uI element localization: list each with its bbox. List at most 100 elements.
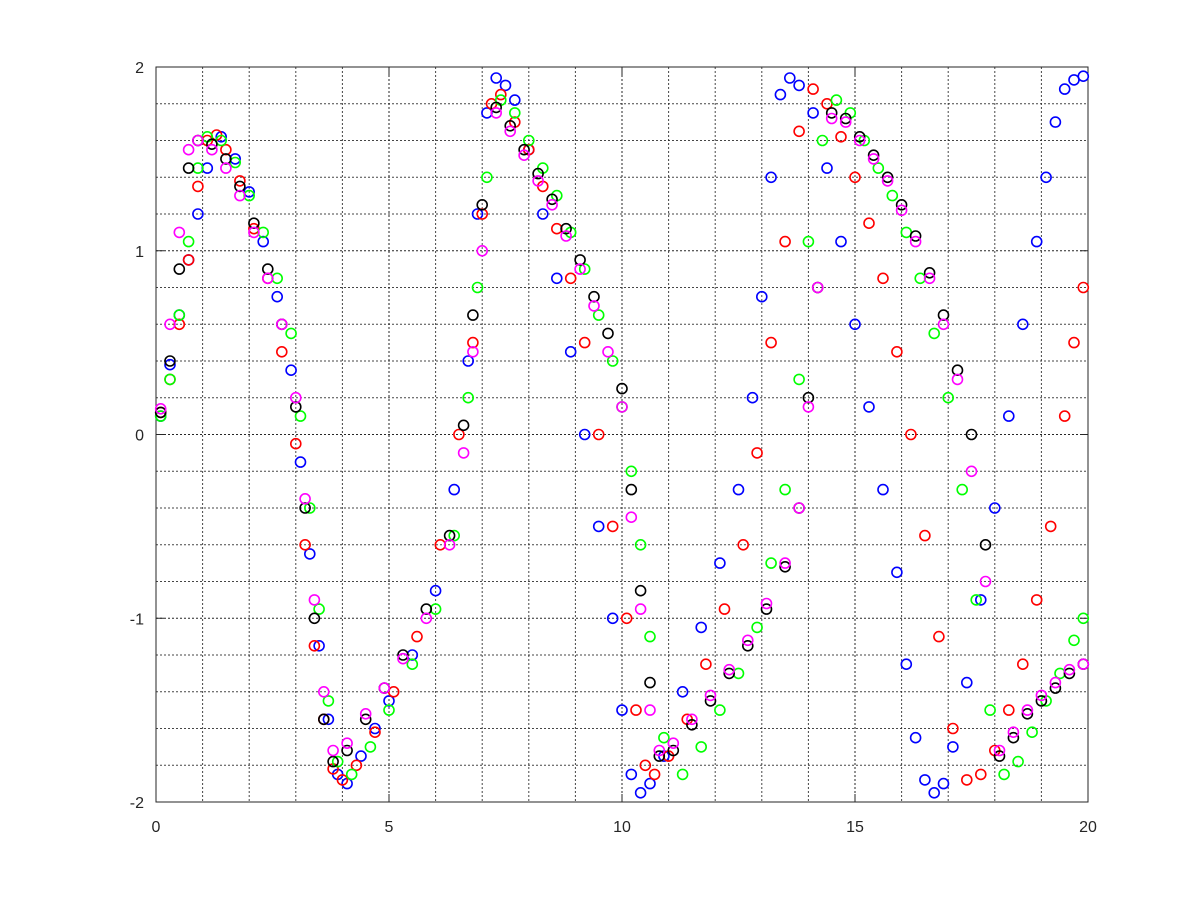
data-point <box>508 107 521 119</box>
data-point <box>299 492 311 505</box>
data-point <box>383 704 395 716</box>
data-point <box>369 722 381 735</box>
data-point <box>471 281 484 294</box>
x-tick-label: 5 <box>385 819 394 836</box>
data-point <box>164 318 176 331</box>
data-point <box>825 112 838 125</box>
data-point <box>793 502 805 514</box>
data-point <box>303 548 316 560</box>
data-point <box>779 483 791 496</box>
x-tick-label: 15 <box>846 819 864 836</box>
data-point <box>504 120 517 132</box>
data-point <box>960 676 973 689</box>
data-point <box>965 465 978 478</box>
data-point <box>271 290 284 303</box>
data-point <box>1068 634 1080 647</box>
x-tick-label: 0 <box>152 819 161 836</box>
data-point <box>1040 171 1052 184</box>
data-point <box>499 79 512 92</box>
data-point <box>299 538 311 551</box>
data-point <box>313 639 325 652</box>
data-point <box>560 230 572 242</box>
data-point <box>1035 695 1048 707</box>
data-point <box>285 364 297 377</box>
data-point <box>905 428 917 441</box>
data-point <box>462 391 475 404</box>
data-point <box>793 373 805 386</box>
data-point <box>979 538 992 551</box>
data-point <box>625 483 638 496</box>
data-point <box>602 345 614 358</box>
data-point <box>877 483 889 496</box>
data-point <box>835 131 847 143</box>
data-point <box>467 309 479 321</box>
x-tick-label: 20 <box>1079 819 1097 836</box>
data-point <box>261 272 274 285</box>
data-point <box>164 355 176 367</box>
data-point <box>891 566 903 579</box>
data-point <box>1007 726 1020 739</box>
data-point <box>741 634 754 647</box>
data-point <box>863 401 875 413</box>
data-point <box>779 235 791 248</box>
data-point <box>546 193 558 206</box>
data-point <box>182 235 195 248</box>
data-point <box>793 79 805 92</box>
data-point <box>462 355 475 367</box>
y-tick-label: -2 <box>130 795 144 812</box>
data-point <box>592 520 605 533</box>
data-point <box>406 658 419 671</box>
data-point <box>1021 704 1034 716</box>
data-point <box>490 72 503 84</box>
data-point <box>807 107 819 119</box>
data-point <box>420 612 433 625</box>
data-point <box>630 704 642 716</box>
data-point <box>872 162 885 174</box>
data-point <box>359 707 372 720</box>
data-point <box>723 663 736 676</box>
data-point <box>206 143 218 156</box>
data-point <box>807 83 819 95</box>
data-point <box>793 125 805 138</box>
data-point <box>490 101 503 114</box>
data-point <box>625 511 638 524</box>
data-point <box>779 557 791 569</box>
data-point <box>1030 235 1043 248</box>
data-point <box>592 309 605 321</box>
data-point <box>322 713 335 726</box>
data-point <box>695 741 708 753</box>
data-point <box>919 529 931 542</box>
data-point <box>154 402 167 415</box>
data-point <box>1026 726 1038 739</box>
data-point <box>774 88 787 101</box>
data-point <box>658 731 670 744</box>
data-point <box>988 502 1001 514</box>
data-point <box>974 594 987 606</box>
data-point <box>1030 594 1043 606</box>
data-point <box>313 603 325 615</box>
data-point <box>849 318 861 331</box>
data-point <box>248 217 260 229</box>
data-point <box>518 143 530 156</box>
data-point <box>606 520 619 533</box>
data-point <box>322 695 335 707</box>
data-point <box>867 149 880 161</box>
data-point <box>676 768 689 781</box>
data-point <box>625 768 638 781</box>
data-point <box>1016 318 1029 331</box>
data-point <box>928 786 941 799</box>
data-point <box>359 713 372 726</box>
data-point <box>331 755 344 768</box>
data-point <box>979 575 992 588</box>
data-point <box>1058 83 1071 95</box>
data-point <box>741 639 754 652</box>
data-point <box>947 722 959 735</box>
data-point <box>164 373 176 386</box>
data-point <box>746 391 759 404</box>
data-point <box>518 149 530 161</box>
data-point <box>751 447 763 459</box>
data-point <box>164 358 176 371</box>
data-point <box>714 704 726 716</box>
data-point <box>737 538 750 551</box>
data-point <box>830 94 843 106</box>
